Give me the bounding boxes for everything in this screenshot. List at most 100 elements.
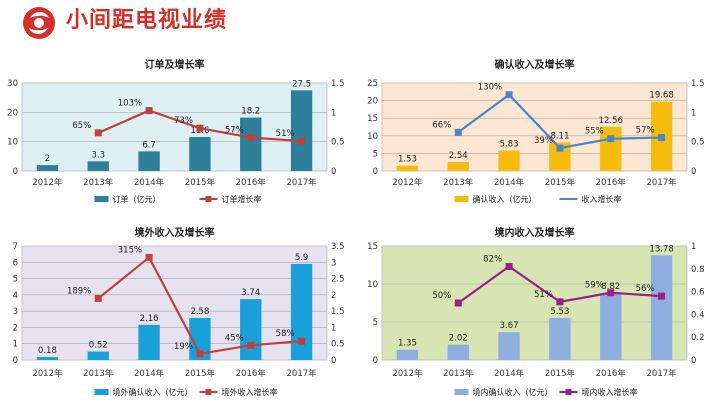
line-value-label: 189%	[67, 286, 91, 296]
y2-tick-label: 1.5	[331, 307, 345, 317]
x-tick-label: 2017年	[287, 368, 318, 379]
line-point-marker	[196, 350, 204, 358]
line-value-label: 103%	[118, 99, 142, 109]
x-tick-label: 2016年	[596, 368, 627, 379]
bar-value-label: 0.52	[89, 341, 108, 351]
bar	[189, 136, 211, 171]
x-tick-label: 2016年	[236, 177, 267, 188]
line-point-marker	[454, 128, 462, 136]
bar-value-label: 27.5	[292, 79, 311, 89]
line-value-label: 51%	[276, 129, 295, 139]
line-value-label: 73%	[174, 116, 193, 126]
legend-bar-label: 确认收入（亿元）	[473, 194, 537, 204]
x-tick-label: 2013年	[443, 368, 474, 379]
bar	[396, 165, 419, 171]
line-value-label: 57%	[636, 126, 655, 136]
line-value-label: 82%	[483, 255, 502, 265]
y2-tick-label: 1	[331, 323, 336, 333]
x-tick-label: 2017年	[647, 177, 678, 188]
line-point-marker	[94, 294, 102, 302]
y2-tick-label: 0	[691, 356, 696, 366]
x-tick-label: 2015年	[185, 177, 216, 188]
bar	[549, 142, 571, 171]
line-value-label: 50%	[432, 291, 451, 301]
bar-value-label: 3.67	[500, 321, 519, 331]
x-tick-label: 2017年	[287, 177, 318, 188]
line-point-marker	[247, 341, 255, 349]
y2-tick-label: 0.8	[691, 265, 705, 275]
bar	[290, 90, 313, 171]
bar	[549, 317, 571, 360]
legend-line-label: 收入增长率	[582, 194, 622, 204]
y2-tick-label: 0	[331, 356, 336, 366]
line-point-marker	[454, 299, 462, 307]
x-tick-label: 2012年	[32, 368, 63, 379]
line-value-label: 51%	[534, 290, 553, 300]
line-point-marker	[556, 144, 564, 152]
legend-bar-swatch	[454, 389, 469, 395]
bar	[240, 117, 262, 171]
y-tick-label: 10	[7, 138, 18, 148]
x-tick-label: 2013年	[83, 368, 114, 379]
bar-value-label: 8.82	[601, 282, 620, 292]
y-tick-label: 0	[13, 356, 18, 366]
line-point-marker	[658, 292, 666, 300]
bar	[396, 349, 419, 360]
bar-value-label: 2.58	[190, 307, 209, 317]
y-tick-label: 15	[367, 114, 378, 124]
bar	[87, 161, 109, 171]
line-point-marker	[298, 337, 306, 345]
legend-line-marker	[565, 389, 572, 395]
x-tick-label: 2017年	[647, 368, 678, 379]
bar-value-label: 2.54	[449, 151, 468, 161]
y-tick-label: 15	[367, 242, 378, 252]
bar-value-label: 6.7	[142, 140, 156, 150]
y-tick-label: 20	[367, 97, 378, 107]
bar-value-label: 13.78	[649, 244, 673, 254]
bar	[498, 150, 520, 171]
chart-title: 确认收入及增长率	[495, 58, 575, 71]
line-value-label: 39%	[534, 136, 553, 146]
legend-line-label: 境外收入增长率	[222, 387, 278, 397]
y-tick-label: 10	[367, 280, 378, 290]
legend-bar-swatch	[94, 389, 109, 395]
line-value-label: 65%	[72, 121, 91, 131]
chart-overseas-revenue: 境外收入及增长率 0 1 2 3 4 5 6 7 0 0.5 1 1.5 2 2.5 3 3.5 0.18 0.52…	[13, 226, 345, 397]
line-value-label: 66%	[432, 120, 451, 130]
bar-value-label: 5.83	[500, 139, 519, 149]
x-tick-label: 2013年	[443, 177, 474, 188]
line-point-marker	[505, 263, 513, 271]
bar-value-label: 3.74	[241, 288, 260, 298]
bar-value-label: 19.68	[649, 91, 673, 101]
bar-value-label: 8.11	[550, 131, 569, 141]
y2-tick-label: 0.4	[691, 310, 705, 320]
line-value-label: 59%	[585, 281, 604, 291]
y2-tick-label: 1	[331, 108, 336, 118]
company-logo-icon	[23, 7, 55, 39]
chart-title: 境内收入及增长率	[495, 226, 575, 239]
y2-tick-label: 1	[691, 108, 696, 118]
line-point-marker	[607, 135, 615, 143]
x-tick-label: 2014年	[494, 368, 525, 379]
y2-tick-label: 3	[331, 258, 336, 268]
legend-bar-label: 境外确认收入（亿元）	[113, 387, 193, 397]
plot-area	[381, 245, 688, 361]
y-tick-label: 0	[373, 356, 378, 366]
x-tick-label: 2015年	[545, 368, 576, 379]
bar	[498, 332, 520, 360]
x-tick-label: 2015年	[545, 177, 576, 188]
x-tick-label: 2016年	[236, 368, 267, 379]
y-tick-label: 6	[13, 258, 18, 268]
y-tick-label: 25	[367, 79, 378, 89]
bar-value-label: 0.18	[38, 346, 57, 356]
bar	[36, 357, 59, 360]
x-tick-label: 2014年	[134, 368, 165, 379]
y-tick-label: 10	[367, 132, 378, 142]
line-point-marker	[556, 298, 564, 306]
line-point-marker	[607, 289, 615, 297]
plot-area	[21, 245, 328, 361]
y-tick-label: 1	[13, 340, 18, 350]
bar-value-label: 1.35	[398, 339, 417, 349]
legend-line-marker	[205, 196, 212, 202]
bar	[138, 324, 160, 360]
